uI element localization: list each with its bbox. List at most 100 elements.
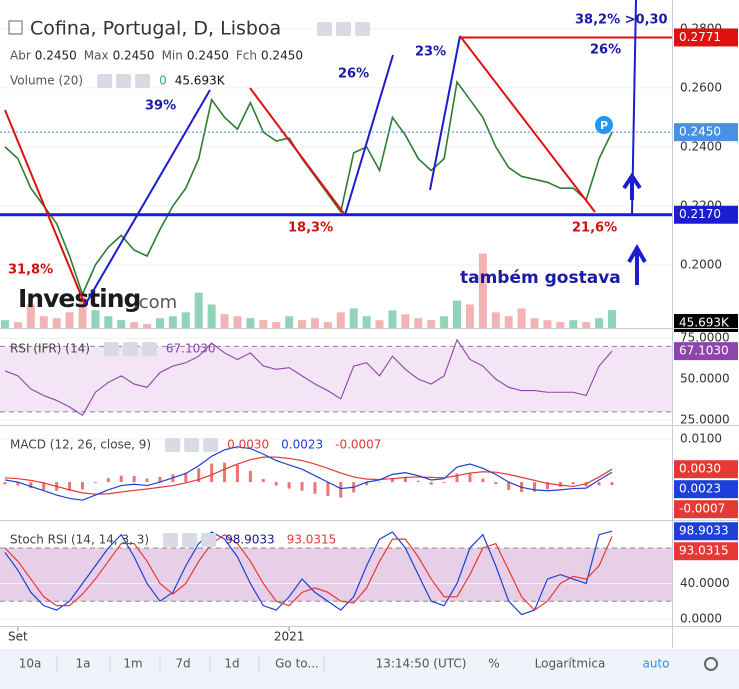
histogram-bar <box>416 480 420 483</box>
volume-bar <box>285 316 294 328</box>
y-tick-label: 0.0000 <box>680 611 722 625</box>
legend-icon[interactable] <box>97 74 113 88</box>
toolbar-button[interactable]: 1a <box>76 657 91 671</box>
histogram-bar <box>235 464 239 483</box>
volume-bar <box>569 320 578 328</box>
volume-bar <box>517 308 526 328</box>
histogram-bar <box>533 482 537 492</box>
legend-icon[interactable] <box>165 438 181 452</box>
legend-icon[interactable] <box>201 533 217 547</box>
histogram-bar <box>80 482 84 490</box>
histogram-bar <box>571 482 575 485</box>
legend-icon[interactable] <box>203 438 219 452</box>
volume-bar <box>130 322 139 328</box>
volume-bar <box>504 316 513 328</box>
legend-title: Stoch RSI (14, 14, 3, 3) <box>10 533 149 547</box>
volume-bar <box>414 318 423 328</box>
volume-bar <box>478 253 487 328</box>
toolbar-button[interactable]: 7d <box>175 657 190 671</box>
x-tick-label: 2021 <box>274 630 305 644</box>
axis-label: 45.693K <box>679 316 730 330</box>
toolbar-clock: 13:14:50 (UTC) <box>376 657 467 671</box>
axis-label: 67.1030 <box>679 344 729 358</box>
legend-icon[interactable] <box>336 22 351 36</box>
histogram-bar <box>597 482 601 486</box>
toolbar-log[interactable]: Logarítmica <box>535 657 606 671</box>
volume-bar <box>530 318 539 328</box>
legend-text: 93.0315 <box>287 533 337 547</box>
toolbar-auto[interactable]: auto <box>642 657 669 671</box>
legend-icon[interactable] <box>182 533 198 547</box>
histogram-bar <box>339 482 343 498</box>
ohlc-value: 0.2450 <box>113 49 155 63</box>
annotation: 26% <box>338 67 369 82</box>
toolbar-button[interactable]: Go to... <box>275 657 319 671</box>
trend-line <box>249 87 346 216</box>
toolbar-percent[interactable]: % <box>488 657 499 671</box>
volume-bar <box>39 316 48 328</box>
histogram-bar <box>558 482 562 487</box>
toolbar-items: 10a 1a 1m 7d 1d Go to... 13:14:50 (UTC)% Logarí… <box>19 656 670 672</box>
histogram-bar <box>93 482 97 483</box>
histogram-bar <box>610 482 614 486</box>
volume-bar <box>220 314 229 328</box>
volume-bar <box>556 322 565 328</box>
volume-bar <box>362 316 371 328</box>
volume-bar <box>233 316 242 328</box>
y-tick-label: 50.0000 <box>680 372 730 386</box>
axis-label-box <box>674 28 738 47</box>
up-arrow <box>622 172 642 200</box>
legend-icon[interactable] <box>122 342 138 356</box>
volume-bar <box>26 304 35 328</box>
volume-bar <box>207 304 216 328</box>
volume-bar <box>65 312 74 328</box>
axis-label-box <box>674 500 738 519</box>
volume-bar <box>375 320 384 328</box>
marker-label: P <box>600 119 608 132</box>
legend-icon[interactable] <box>184 438 200 452</box>
legend-icon[interactable] <box>317 22 332 36</box>
volume-bar <box>323 322 332 328</box>
chart-title: Cofina, Portugal, D, Lisboa <box>30 18 281 40</box>
settings-icon[interactable] <box>704 657 718 671</box>
axis-label-box <box>674 342 738 361</box>
series-line <box>4 456 613 495</box>
legend-icon[interactable] <box>141 342 157 356</box>
axis-label: 0.2450 <box>679 125 721 139</box>
volume-bar <box>388 310 397 328</box>
volume-bar <box>246 318 255 328</box>
volume-bar <box>491 312 500 328</box>
legend-icon[interactable] <box>116 74 132 88</box>
volume-bar <box>13 322 22 328</box>
histogram-bar <box>145 478 149 483</box>
toolbar-button[interactable]: 10a <box>19 657 42 671</box>
volume-bar <box>91 310 100 328</box>
axis-label-box <box>674 123 738 142</box>
histogram-bar <box>429 482 433 485</box>
histogram-bar <box>481 478 485 483</box>
volume-bar <box>401 314 410 328</box>
volume-bar <box>181 312 190 328</box>
y-tick-label: 25.0000 <box>680 413 730 427</box>
annotation: também gostava <box>460 268 621 288</box>
collapse-icon[interactable] <box>8 20 23 35</box>
toolbar-button[interactable]: 1m <box>123 657 142 671</box>
ohlc-value: 0.2450 <box>187 49 229 63</box>
annotation: 31,8% <box>8 263 53 278</box>
volume-bar <box>143 324 152 328</box>
legend-icon[interactable] <box>103 342 119 356</box>
axis-label-box <box>674 542 738 561</box>
histogram-bar <box>158 476 162 483</box>
legend-icon[interactable] <box>355 22 370 36</box>
y-tick-label: 0.0100 <box>680 432 722 446</box>
axis-label: 0.0030 <box>679 462 721 476</box>
legend-text: 98.9033 <box>225 533 275 547</box>
histogram-bar <box>494 482 498 485</box>
legend-icon[interactable] <box>163 533 179 547</box>
series-line <box>4 530 613 616</box>
toolbar-button[interactable]: 1d <box>224 657 239 671</box>
legend-icon[interactable] <box>135 74 151 88</box>
ohlc-label: Max <box>84 49 109 63</box>
volume-bar <box>1 320 9 328</box>
